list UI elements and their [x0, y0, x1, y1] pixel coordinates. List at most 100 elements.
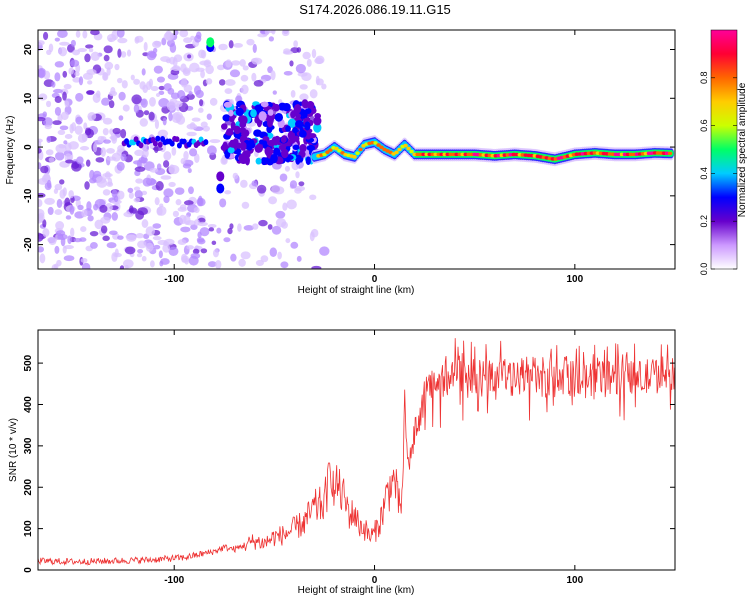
spectrogram-cell [240, 179, 248, 188]
spectrogram-cell [38, 40, 45, 46]
spectrogram-cell [89, 230, 99, 237]
spectrogram-cell [233, 43, 244, 48]
spectrogram-cell [133, 186, 141, 191]
spectrogram-cell [62, 70, 68, 78]
spectrogram-cell [75, 92, 84, 102]
spectrogram-cell [116, 77, 123, 84]
spectrogram-cell [328, 148, 333, 152]
spectrogram-cell [230, 121, 236, 131]
spectrogram-cell [227, 227, 233, 235]
spectrogram-cell [122, 259, 134, 269]
spectrogram-cell [211, 240, 217, 246]
y-tick-label: 0 [23, 567, 34, 573]
spectrogram-cell [206, 37, 215, 48]
spectrogram-cell [113, 195, 119, 203]
colorbar-label: Normalized spectral amplitude [737, 82, 748, 217]
spectrogram-cell [63, 255, 75, 262]
spectrogram-cell [180, 226, 191, 233]
spectrogram-cell [260, 255, 269, 263]
spectrogram-cell [274, 135, 281, 143]
spectrogram-cell [373, 141, 378, 145]
spectrogram-cell [209, 97, 218, 106]
spectrogram-cell [106, 156, 117, 161]
spectrogram-cell [106, 148, 115, 154]
spectrogram-cell [229, 223, 234, 230]
spectrogram-cell [271, 225, 282, 235]
spectrogram-cell [102, 235, 110, 242]
spectrogram-cell [174, 100, 183, 108]
spectrogram-cell [311, 48, 317, 59]
spectrogram-cell [196, 237, 205, 243]
spectrogram-cell [285, 125, 291, 132]
spectrogram-cell [139, 118, 148, 127]
spectrogram-cell [59, 125, 69, 131]
spectrogram-cell [63, 83, 72, 90]
spectrogram-cell [229, 139, 236, 148]
spectrogram-cell [55, 143, 67, 154]
spectrogram-cell [134, 166, 146, 172]
spectrogram-cell [409, 149, 414, 154]
spectrogram-cell [106, 242, 117, 249]
spectrogram-cell [251, 72, 257, 82]
spectrogram-cell [239, 141, 247, 151]
spectrogram-cell [279, 173, 288, 182]
spectrogram-cell [129, 205, 134, 214]
spectrogram-cell [228, 40, 234, 49]
y-tick-label: 100 [23, 520, 34, 537]
spectrogram-cell [152, 223, 162, 229]
spectrogram-cell [230, 253, 237, 262]
spectrogram-cell [358, 147, 363, 152]
spectrogram-cell [130, 74, 135, 81]
spectrogram-cell [254, 144, 263, 153]
spectrogram-cell [103, 139, 112, 144]
spectrogram-cell [286, 154, 294, 161]
spectrogram-cell [119, 265, 125, 269]
snr-series-line [38, 338, 675, 566]
spectrogram-cell [103, 54, 110, 62]
spectrogram-cell [278, 99, 283, 104]
spectrogram-cell [246, 38, 255, 46]
spectrogram-cell [84, 53, 91, 63]
spectrogram-cell [142, 84, 149, 94]
spectrogram-cell [212, 249, 219, 258]
spectrogram-cell [103, 45, 113, 54]
spectrogram-cell [95, 176, 107, 184]
spectrogram-cell [228, 115, 235, 123]
spectrogram-cell [187, 54, 192, 59]
spectrogram-cell [131, 94, 142, 105]
spectrogram-cell [177, 206, 187, 212]
spectrogram-cell [253, 80, 264, 87]
spectrogram-cell [295, 113, 301, 119]
y-tick-label: 300 [23, 437, 34, 454]
spectrogram-cell [198, 49, 206, 59]
spectrogram-cell [322, 152, 327, 157]
spectrogram-cell [284, 165, 290, 172]
spectrogram-cell [38, 147, 42, 154]
spectrogram-cell [75, 116, 83, 125]
spectrogram-cell [187, 168, 192, 174]
spectrogram-cell [272, 90, 277, 95]
spectrogram-frame [37, 29, 676, 270]
spectrogram-cell [280, 136, 287, 144]
spectrogram-cell [186, 123, 198, 130]
spectrogram-cell [158, 250, 163, 259]
snr-x-ticks: -100 0 100 [164, 330, 584, 586]
spectrogram-cell [180, 253, 188, 263]
colorbar-tick-label: 0.8 [699, 72, 709, 85]
spectrogram-cell [311, 265, 322, 269]
spectrogram-cell [57, 129, 66, 136]
spectrogram-cell [72, 76, 81, 83]
spectrogram-cell [133, 78, 141, 85]
spectrogram-cell [667, 151, 673, 156]
spectrogram-cell [192, 248, 200, 255]
spectrogram-cell [43, 117, 53, 127]
spectrogram-cell [56, 198, 63, 209]
spectrogram-cell [218, 43, 228, 51]
spectrogram-cell [38, 138, 43, 143]
spectrogram-cell [126, 49, 132, 57]
spectrogram-cell [118, 91, 126, 101]
spectrogram-cell [158, 90, 165, 96]
spectrogram-cell [110, 86, 116, 96]
spectrogram-cell [229, 69, 241, 78]
